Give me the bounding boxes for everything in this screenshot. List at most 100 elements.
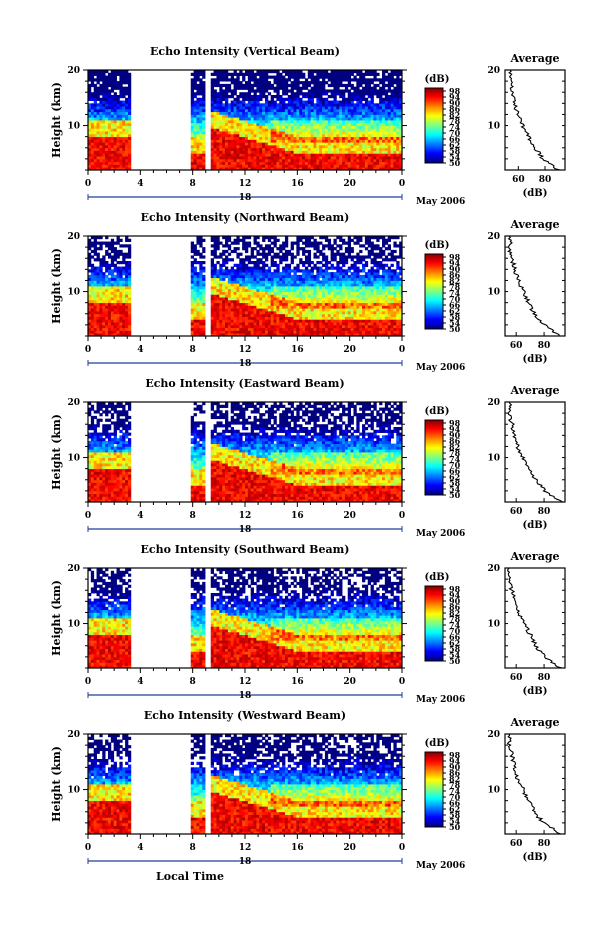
- heatmap-cell: [353, 78, 356, 81]
- heatmap-cell: [279, 247, 282, 250]
- heatmap-cell: [265, 278, 268, 281]
- heatmap-cell: [276, 255, 279, 258]
- heatmap-cell: [291, 258, 294, 261]
- heatmap-cell: [245, 294, 248, 297]
- heatmap-cell: [333, 123, 336, 126]
- heatmap-cell: [296, 264, 299, 267]
- heatmap-cell: [371, 123, 374, 126]
- heatmap-cell: [276, 114, 279, 117]
- heatmap-cell: [191, 328, 194, 331]
- heatmap-cell: [296, 137, 299, 140]
- heatmap-cell: [225, 145, 228, 148]
- heatmap-cell: [225, 267, 228, 270]
- heatmap-cell: [91, 269, 94, 272]
- heatmap-cell: [102, 159, 105, 162]
- heatmap-cell: [268, 280, 271, 283]
- heatmap-cell: [308, 137, 311, 140]
- heatmap-cell: [279, 162, 282, 165]
- heatmap-cell: [336, 156, 339, 159]
- heatmap-cell: [117, 139, 120, 142]
- heatmap-cell: [274, 261, 277, 264]
- heatmap-cell: [194, 128, 197, 131]
- heatmap-cell: [242, 325, 245, 328]
- heatmap-cell: [94, 78, 97, 81]
- heatmap-cell: [393, 95, 396, 98]
- heatmap-cell: [211, 261, 214, 264]
- heatmap-cell: [302, 159, 305, 162]
- heatmap-cell: [102, 330, 105, 333]
- heatmap-cell: [248, 73, 251, 76]
- heatmap-cell: [228, 159, 231, 162]
- heatmap-cell: [245, 145, 248, 148]
- heatmap-cell: [331, 84, 334, 87]
- heatmap-cell: [359, 101, 362, 104]
- heatmap-cell: [216, 92, 219, 95]
- heatmap-cell: [256, 126, 259, 129]
- heatmap-cell: [322, 272, 325, 275]
- heatmap-cell: [311, 330, 314, 333]
- heatmap-cell: [225, 286, 228, 289]
- heatmap-cell: [319, 92, 322, 95]
- heatmap-cell: [111, 114, 114, 117]
- heatmap-cell: [97, 311, 100, 314]
- heatmap-cell: [216, 308, 219, 311]
- heatmap-cell: [105, 114, 108, 117]
- heatmap-cell: [228, 305, 231, 308]
- heatmap-cell: [285, 330, 288, 333]
- heatmap-cell: [299, 322, 302, 325]
- heatmap-cell: [279, 137, 282, 140]
- heatmap-cell: [234, 120, 237, 123]
- heatmap-cell: [214, 159, 217, 162]
- heatmap-cell: [359, 142, 362, 145]
- heatmap-cell: [379, 151, 382, 154]
- heatmap-cell: [268, 106, 271, 109]
- heatmap-cell: [342, 153, 345, 156]
- heatmap-cell: [119, 269, 122, 272]
- heatmap-cell: [219, 137, 222, 140]
- heatmap-cell: [119, 328, 122, 331]
- heatmap-cell: [99, 322, 102, 325]
- heatmap-cell: [262, 300, 265, 303]
- heatmap-cell: [231, 148, 234, 151]
- heatmap-cell: [296, 283, 299, 286]
- heatmap-cell: [308, 330, 311, 333]
- heatmap-cell: [222, 286, 225, 289]
- heatmap-cell: [91, 84, 94, 87]
- heatmap-cell: [294, 81, 297, 84]
- heatmap-cell: [262, 123, 265, 126]
- heatmap-cell: [105, 280, 108, 283]
- heatmap-cell: [97, 255, 100, 258]
- heatmap-cell: [97, 330, 100, 333]
- heatmap-cell: [333, 114, 336, 117]
- heatmap-cell: [322, 103, 325, 106]
- heatmap-cell: [119, 300, 122, 303]
- heatmap-cell: [219, 253, 222, 256]
- heatmap-cell: [285, 78, 288, 81]
- heatmap-cell: [214, 145, 217, 148]
- heatmap-cell: [359, 103, 362, 106]
- heatmap-cell: [333, 145, 336, 148]
- heatmap-cell: [239, 162, 242, 165]
- heatmap-cell: [268, 84, 271, 87]
- heatmap-cell: [105, 305, 108, 308]
- heatmap-cell: [251, 162, 254, 165]
- heatmap-cell: [94, 297, 97, 300]
- heatmap-cell: [308, 255, 311, 258]
- heatmap-cell: [114, 103, 117, 106]
- heatmap-cell: [328, 76, 331, 79]
- heatmap-cell: [117, 330, 120, 333]
- heatmap-cell: [108, 128, 111, 131]
- heatmap-cell: [379, 145, 382, 148]
- heatmap-cell: [239, 106, 242, 109]
- heatmap-cell: [345, 123, 348, 126]
- heatmap-cell: [365, 98, 368, 101]
- heatmap-cell: [196, 134, 199, 137]
- heatmap-cell: [296, 322, 299, 325]
- heatmap-cell: [199, 317, 202, 320]
- heatmap-cell: [302, 269, 305, 272]
- heatmap-cell: [391, 73, 394, 76]
- heatmap-cell: [311, 325, 314, 328]
- heatmap-cell: [319, 292, 322, 295]
- heatmap-cell: [111, 145, 114, 148]
- heatmap-cell: [288, 164, 291, 167]
